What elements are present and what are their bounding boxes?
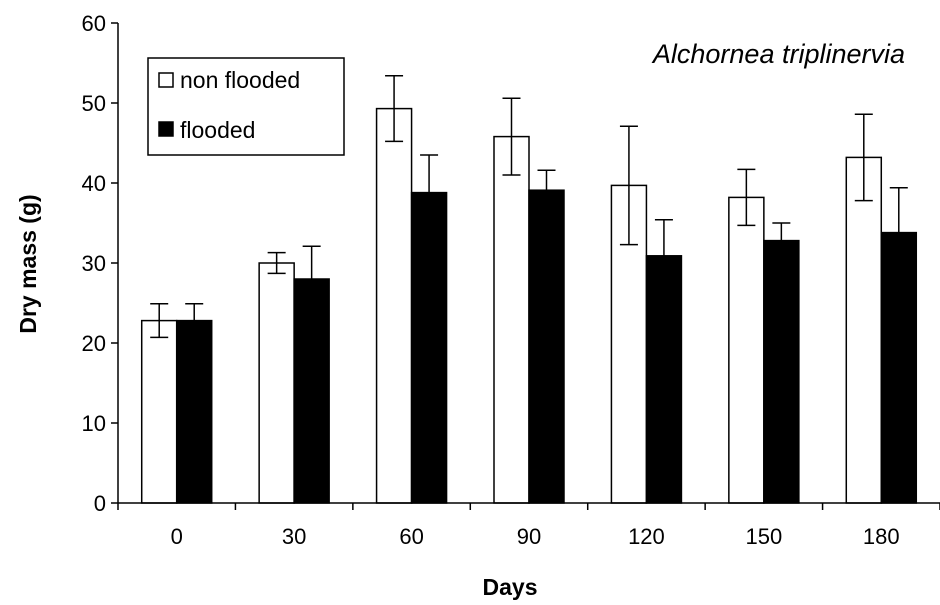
bar-flooded-120: [645, 255, 683, 504]
y-tick-label-30: 30: [82, 251, 106, 276]
y-tick-label-0: 0: [94, 491, 106, 516]
x-tick-label-120: 120: [628, 524, 665, 549]
y-tick-label-50: 50: [82, 91, 106, 116]
y-axis-title: Dry mass (g): [15, 194, 41, 333]
bar-flooded-150: [763, 239, 800, 504]
legend-label-non-flooded: non flooded: [180, 67, 300, 93]
legend-label-flooded: flooded: [180, 117, 255, 143]
bar-non-flooded-60: [375, 107, 413, 504]
bar-non-flooded-150: [728, 196, 765, 504]
legend-swatch-flooded: [158, 121, 174, 137]
y-tick-label-40: 40: [82, 171, 106, 196]
legend-box: [147, 57, 345, 156]
bar-flooded-60: [410, 191, 448, 504]
x-axis: 0 30 60 90 120 150 180: [117, 502, 940, 549]
plot-area: [140, 75, 918, 504]
bar-flooded-90: [528, 189, 565, 504]
x-tick-label-90: 90: [517, 524, 541, 549]
x-axis-title: Days: [483, 574, 538, 600]
x-tick-label-0: 0: [171, 524, 183, 549]
y-axis: 0 10 20 30 40 50 60: [82, 11, 119, 516]
x-tick-label-60: 60: [399, 524, 423, 549]
y-tick-label-10: 10: [82, 411, 106, 436]
legend: non flooded flooded: [147, 57, 345, 156]
bar-non-flooded-0: [140, 319, 178, 504]
y-tick-label-20: 20: [82, 331, 106, 356]
bar-non-flooded-30: [258, 262, 295, 504]
bar-flooded-0: [175, 319, 213, 504]
bar-non-flooded-90: [493, 135, 530, 504]
y-tick-label-60: 60: [82, 11, 106, 36]
legend-swatch-non-flooded: [158, 72, 174, 88]
chart-title: Alchornea triplinervia: [651, 39, 905, 69]
x-tick-label-180: 180: [863, 524, 900, 549]
bar-non-flooded-180: [845, 156, 883, 504]
bar-flooded-30: [293, 278, 330, 504]
x-tick-label-30: 30: [282, 524, 306, 549]
x-tick-label-150: 150: [745, 524, 782, 549]
